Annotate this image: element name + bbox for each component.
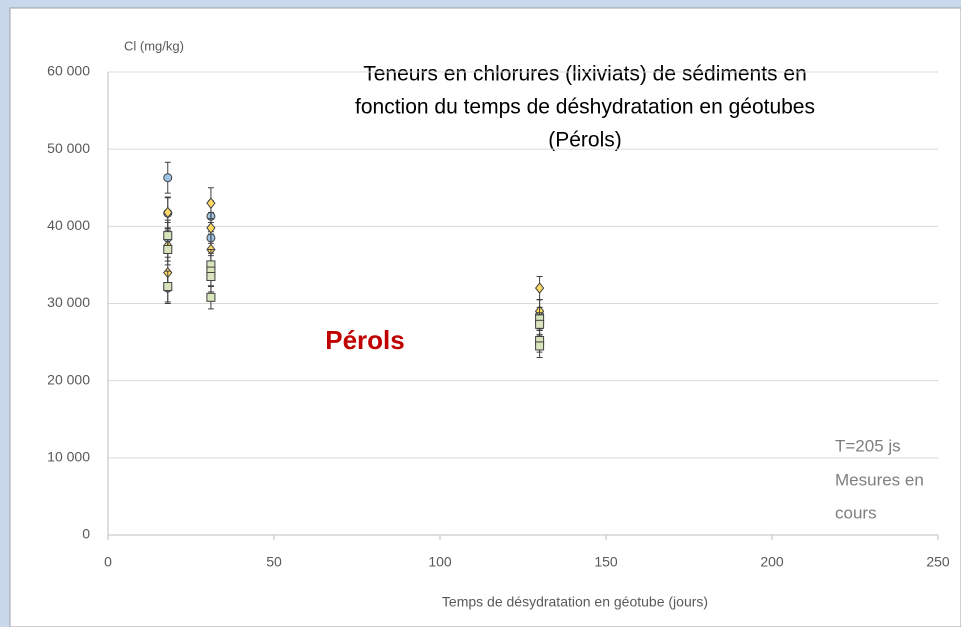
y-tick-label: 20 000 — [47, 371, 90, 387]
y-axis-label: Cl (mg/kg) — [124, 38, 184, 53]
point — [163, 231, 173, 241]
x-axis-label: Temps de désydratation en géotube (jours… — [442, 594, 708, 610]
note-line: T=205 js — [835, 436, 901, 455]
y-tick-label: 10 000 — [47, 449, 90, 465]
point — [163, 282, 173, 292]
point — [206, 222, 216, 234]
y-tick-label: 40 000 — [47, 217, 90, 233]
point — [534, 282, 545, 294]
x-tick-label: 250 — [926, 554, 950, 570]
note-line: cours — [835, 503, 877, 522]
x-tick-label: 100 — [428, 554, 452, 570]
x-tick-label: 200 — [760, 554, 784, 570]
point — [206, 292, 216, 302]
title-line: (Pérols) — [548, 129, 622, 152]
x-tick-label: 50 — [266, 554, 282, 570]
point — [206, 197, 216, 209]
chart-title: Teneurs en chlorures (lixiviats) de sédi… — [355, 63, 815, 152]
y-tick-label: 0 — [82, 526, 90, 542]
y-tick-label: 50 000 — [47, 140, 90, 156]
point — [163, 244, 173, 254]
y-tick-label: 60 000 — [47, 63, 90, 79]
point — [163, 173, 173, 183]
title-line: Teneurs en chlorures (lixiviats) de sédi… — [363, 63, 807, 86]
point — [535, 341, 545, 351]
site-annotation: Pérols — [325, 325, 405, 355]
point — [163, 206, 173, 219]
x-tick-label: 150 — [594, 554, 618, 570]
point — [535, 319, 545, 329]
x-tick-label: 0 — [104, 554, 112, 570]
note-line: Mesures en — [835, 470, 924, 489]
title-line: fonction du temps de déshydratation en g… — [355, 96, 815, 119]
point — [206, 271, 216, 281]
y-tick-label: 30 000 — [47, 294, 90, 310]
chart-area — [9, 7, 961, 627]
